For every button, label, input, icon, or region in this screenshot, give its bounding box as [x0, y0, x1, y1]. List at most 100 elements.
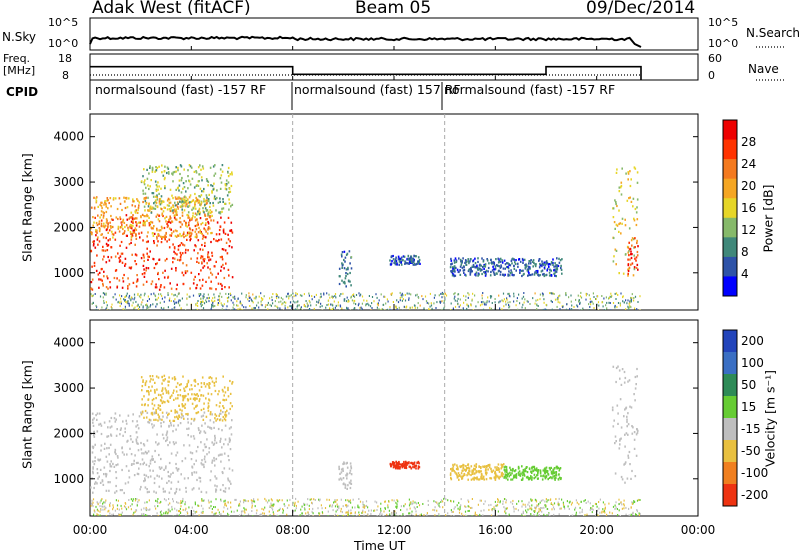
heatmap-cell [538, 510, 540, 513]
heatmap-cell [340, 468, 343, 471]
heatmap-cell [98, 423, 100, 426]
heatmap-cell [132, 231, 135, 234]
heatmap-cell [138, 225, 141, 228]
heatmap-cell [208, 386, 211, 389]
heatmap-cell [219, 187, 222, 190]
heatmap-cell [125, 502, 127, 505]
heatmap-cell [92, 470, 94, 473]
heatmap-cell [624, 224, 627, 227]
heatmap-cell [349, 271, 351, 275]
heatmap-cell [95, 197, 97, 200]
heatmap-cell [91, 278, 94, 281]
heatmap-cell [182, 232, 185, 236]
heatmap-cell [631, 244, 633, 247]
heatmap-cell [223, 500, 225, 503]
heatmap-cell [506, 297, 508, 300]
heatmap-cell [497, 499, 499, 502]
heatmap-cell [182, 198, 184, 201]
heatmap-cell [185, 180, 187, 183]
nsky-tick-bottom: 10^0 [48, 37, 79, 50]
heatmap-cell [128, 197, 130, 200]
heatmap-cell [227, 238, 230, 241]
heatmap-cell [317, 301, 319, 304]
heatmap-cell [627, 251, 629, 254]
heatmap-cell [184, 201, 186, 204]
heatmap-cell [553, 467, 556, 470]
heatmap-cell [196, 260, 198, 263]
heatmap-cell [533, 465, 536, 468]
heatmap-cell [468, 467, 471, 470]
heatmap-cell [177, 169, 179, 172]
heatmap-cell [517, 308, 519, 310]
heatmap-cell [243, 306, 245, 309]
heatmap-cell [484, 263, 487, 266]
heatmap-cell [490, 307, 492, 310]
heatmap-cell [293, 510, 295, 513]
heatmap-cell [102, 225, 104, 228]
heatmap-cell [305, 300, 307, 302]
heatmap-cell [517, 509, 519, 512]
heatmap-cell [167, 503, 169, 506]
heatmap-cell [187, 417, 189, 421]
heatmap-cell [269, 303, 271, 306]
heatmap-cell [509, 471, 511, 474]
heatmap-cell [181, 205, 183, 208]
heatmap-cell [196, 283, 198, 287]
heatmap-cell [123, 453, 125, 456]
heatmap-cell [136, 211, 139, 214]
heatmap-cell [146, 305, 148, 308]
heatmap-cell [156, 474, 158, 477]
heatmap-cell [538, 258, 541, 261]
heatmap-cell [384, 500, 386, 503]
heatmap-cell [502, 473, 504, 476]
heatmap-cell [179, 258, 182, 261]
heatmap-cell [175, 170, 177, 173]
heatmap-cell [124, 206, 127, 210]
heatmap-cell [173, 376, 176, 379]
heatmap-cell [229, 392, 232, 395]
heatmap-cell [454, 270, 456, 273]
colorbar-tick-label: 28 [741, 135, 756, 149]
heatmap-cell [488, 262, 490, 265]
heatmap-cell [102, 505, 104, 508]
heatmap-cell [225, 504, 227, 507]
heatmap-cell [168, 509, 170, 512]
heatmap-cell [442, 292, 444, 295]
colorbar-frame [722, 329, 738, 507]
heatmap-cell [505, 477, 507, 480]
heatmap-cell [530, 513, 532, 515]
heatmap-cell [627, 172, 630, 175]
heatmap-cell [127, 226, 129, 229]
heatmap-cell [227, 181, 230, 184]
heatmap-cell [215, 404, 218, 407]
heatmap-cell [523, 292, 525, 294]
heatmap-cell [486, 300, 488, 303]
heatmap-cell [471, 515, 473, 516]
heatmap-cell [334, 515, 336, 516]
heatmap-cell [626, 418, 628, 421]
heatmap-cell [209, 205, 211, 208]
heatmap-cell [194, 201, 196, 204]
heatmap-cell [216, 418, 219, 421]
heatmap-cell [545, 466, 548, 469]
heatmap-cell [179, 507, 181, 510]
heatmap-cell [518, 467, 520, 470]
heatmap-cell [96, 418, 98, 421]
heatmap-cell [200, 415, 203, 418]
heatmap-cell [523, 301, 525, 304]
heatmap-cell [612, 207, 615, 210]
heatmap-cell [173, 250, 175, 253]
heatmap-cell [148, 222, 151, 225]
heatmap-cell [154, 199, 157, 202]
heatmap-cell [553, 265, 555, 268]
heatmap-cell [518, 293, 520, 296]
heatmap-cell [204, 207, 207, 210]
heatmap-cell [191, 471, 193, 475]
heatmap-cell [389, 308, 391, 310]
heatmap-cell [106, 244, 109, 247]
heatmap-cell [120, 297, 122, 300]
heatmap-cell [533, 477, 535, 480]
heatmap-cell [207, 293, 209, 296]
colorbar-tick-label: 16 [741, 201, 756, 215]
heatmap-cell [477, 301, 479, 304]
